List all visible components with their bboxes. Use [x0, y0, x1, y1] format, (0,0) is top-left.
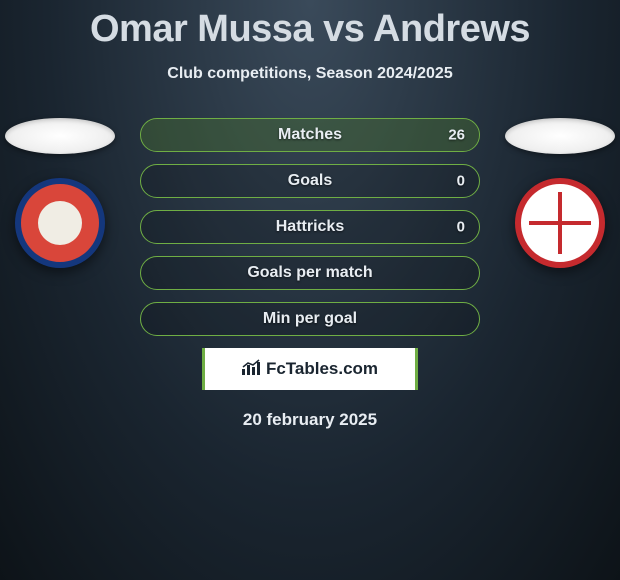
brand-box: FcTables.com — [202, 348, 418, 390]
bar-hattricks-right-val: 0 — [457, 219, 465, 236]
right-club-crest — [515, 178, 605, 268]
bar-goals-right-val: 0 — [457, 173, 465, 190]
bar-goals-label: Goals — [288, 172, 332, 190]
bar-matches-label: Matches — [278, 126, 342, 144]
subtitle: Club competitions, Season 2024/2025 — [0, 65, 620, 83]
page-title: Omar Mussa vs Andrews — [0, 0, 620, 51]
bar-mpg: Min per goal — [140, 302, 480, 336]
bar-hattricks-label: Hattricks — [276, 218, 344, 236]
bar-matches: Matches 26 — [140, 118, 480, 152]
date-label: 20 february 2025 — [140, 410, 480, 430]
bar-matches-right-val: 26 — [448, 127, 465, 144]
stat-bars: Matches 26 Goals 0 Hattricks 0 Goals per… — [140, 118, 480, 430]
bar-gpm: Goals per match — [140, 256, 480, 290]
bar-hattricks: Hattricks 0 — [140, 210, 480, 244]
left-club-crest — [15, 178, 105, 268]
bar-gpm-label: Goals per match — [247, 264, 372, 282]
left-name-plate — [5, 118, 115, 154]
brand-text: FcTables.com — [266, 359, 378, 379]
bar-mpg-label: Min per goal — [263, 310, 357, 328]
chart-icon — [242, 359, 262, 380]
right-player-column — [495, 118, 620, 268]
right-name-plate — [505, 118, 615, 154]
left-player-column — [0, 118, 125, 268]
bar-goals: Goals 0 — [140, 164, 480, 198]
